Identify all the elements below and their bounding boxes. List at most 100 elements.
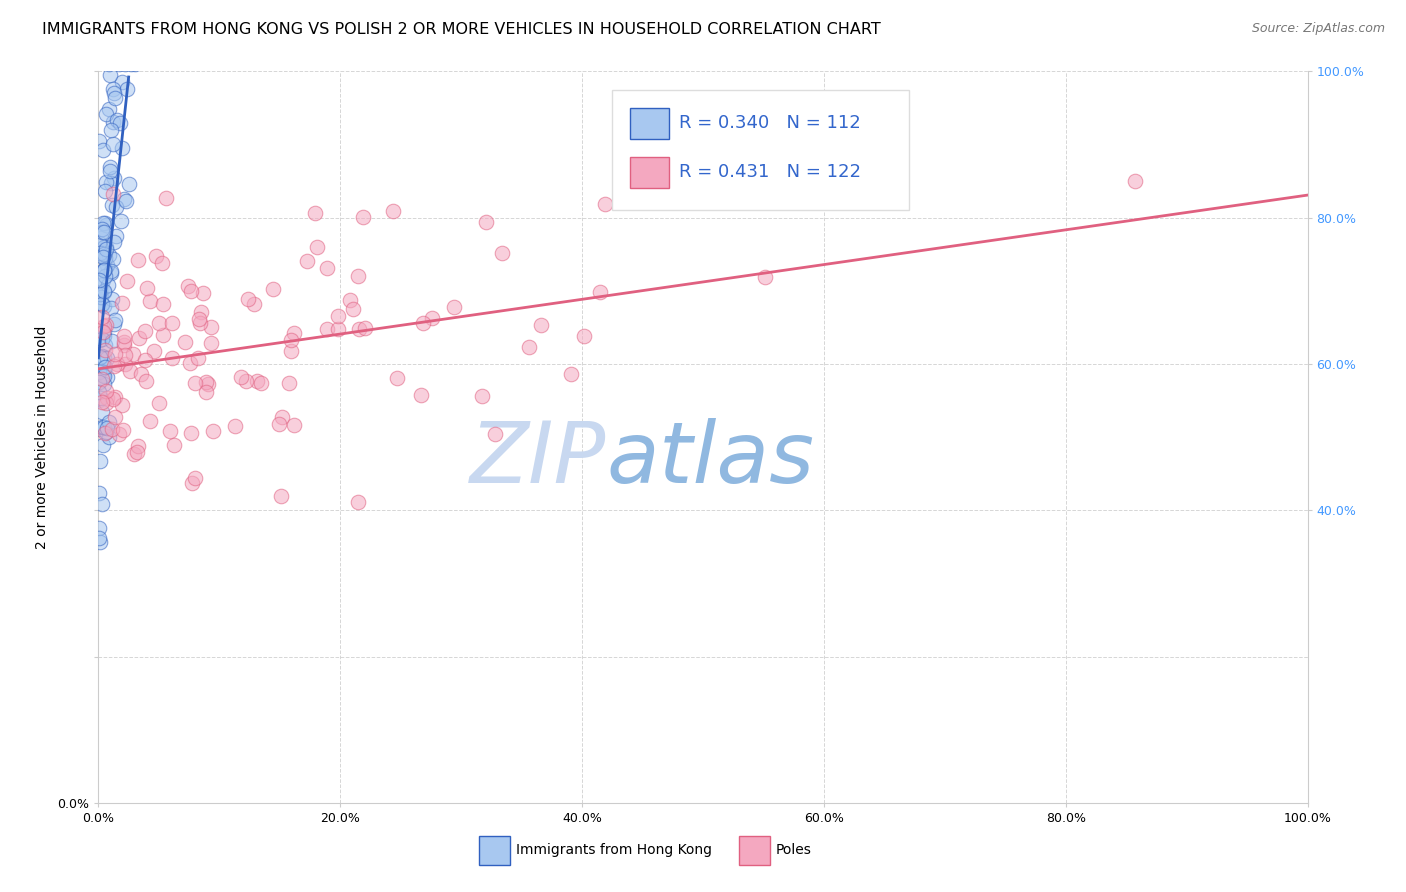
- Point: [115, 194, 138, 208]
- Point: [87, 333, 110, 347]
- Point: [142, 343, 165, 358]
- Point: [89, 486, 111, 500]
- Point: [114, 348, 136, 362]
- Point: [316, 260, 339, 275]
- Point: [117, 82, 139, 96]
- Point: [112, 334, 135, 349]
- Point: [754, 269, 776, 284]
- Point: [93, 368, 115, 383]
- Point: [94, 268, 117, 283]
- Point: [200, 319, 222, 334]
- Point: [93, 263, 115, 277]
- Point: [111, 75, 134, 89]
- Point: [184, 376, 207, 390]
- Point: [97, 430, 120, 444]
- Point: [197, 377, 219, 392]
- Point: [103, 235, 125, 249]
- Point: [224, 419, 246, 434]
- Point: [90, 286, 112, 301]
- Point: [91, 310, 114, 325]
- Point: [190, 305, 212, 319]
- Point: [103, 86, 125, 100]
- Text: atlas: atlas: [606, 417, 814, 500]
- Point: [111, 141, 134, 155]
- Point: [181, 475, 204, 490]
- Point: [89, 246, 111, 260]
- Point: [100, 292, 122, 306]
- Point: [127, 253, 149, 268]
- Point: [91, 273, 114, 287]
- Text: Source: ZipAtlas.com: Source: ZipAtlas.com: [1251, 22, 1385, 36]
- Point: [93, 351, 115, 366]
- Point: [90, 289, 112, 303]
- Point: [127, 444, 149, 458]
- Point: [104, 390, 127, 404]
- Point: [118, 364, 141, 378]
- Point: [89, 365, 111, 379]
- Point: [179, 356, 201, 370]
- Point: [280, 343, 302, 358]
- Point: [148, 395, 170, 409]
- Point: [229, 369, 252, 384]
- Point: [111, 423, 134, 437]
- Point: [250, 376, 273, 391]
- Point: [134, 352, 156, 367]
- Point: [127, 439, 149, 453]
- Point: [100, 263, 122, 277]
- Point: [104, 312, 127, 326]
- Point: [114, 357, 136, 371]
- Point: [159, 424, 181, 438]
- Point: [105, 357, 128, 371]
- Point: [96, 318, 118, 333]
- Point: [93, 285, 115, 299]
- Text: R = 0.340   N = 112: R = 0.340 N = 112: [679, 114, 860, 132]
- Point: [188, 312, 211, 326]
- Point: [101, 422, 124, 436]
- Point: [98, 415, 121, 429]
- Point: [94, 343, 117, 357]
- Point: [347, 495, 370, 509]
- Point: [560, 368, 582, 382]
- Point: [90, 297, 112, 311]
- Point: [105, 200, 128, 214]
- Point: [101, 334, 124, 348]
- Point: [134, 324, 156, 338]
- Point: [103, 170, 125, 185]
- Point: [135, 280, 157, 294]
- Point: [90, 231, 112, 245]
- Point: [91, 371, 114, 385]
- Point: [177, 279, 200, 293]
- Point: [94, 107, 117, 121]
- Point: [114, 57, 136, 71]
- Point: [94, 338, 117, 352]
- Point: [91, 368, 114, 382]
- Point: [195, 385, 218, 400]
- Point: [103, 359, 125, 374]
- Point: [269, 417, 291, 431]
- Point: [93, 263, 115, 277]
- Text: Immigrants from Hong Kong: Immigrants from Hong Kong: [516, 843, 711, 857]
- Point: [87, 384, 110, 399]
- Point: [94, 396, 117, 410]
- Point: [98, 69, 121, 83]
- Point: [111, 398, 134, 412]
- Point: [96, 420, 118, 434]
- Point: [90, 332, 112, 346]
- Point: [98, 163, 121, 178]
- Point: [352, 210, 374, 224]
- Point: [101, 252, 124, 267]
- Point: [200, 336, 222, 351]
- Point: [94, 243, 117, 257]
- Point: [1123, 174, 1146, 188]
- Point: [93, 240, 115, 254]
- Point: [280, 333, 302, 347]
- Point: [93, 420, 115, 434]
- FancyBboxPatch shape: [613, 90, 908, 211]
- Point: [315, 322, 337, 336]
- Point: [238, 293, 260, 307]
- Point: [112, 192, 135, 206]
- Point: [91, 438, 114, 452]
- Point: [94, 240, 117, 254]
- Point: [103, 392, 125, 407]
- Point: [93, 328, 115, 343]
